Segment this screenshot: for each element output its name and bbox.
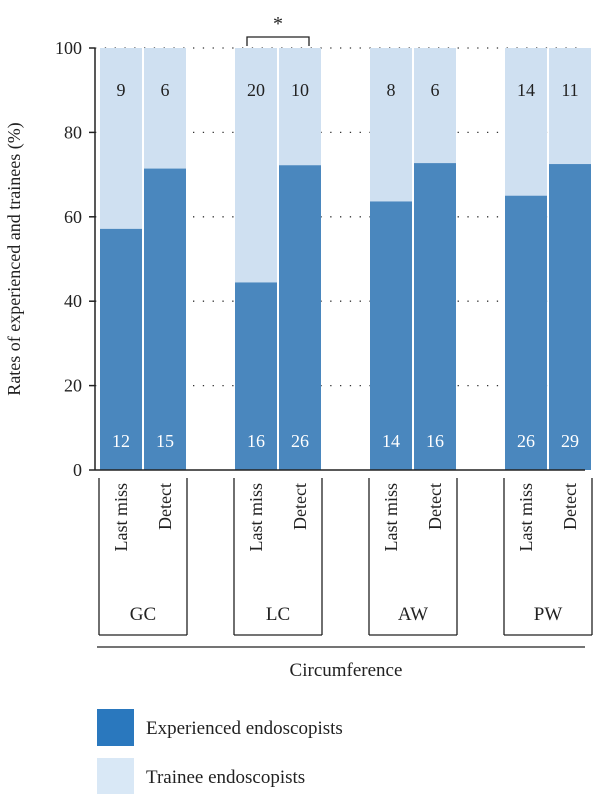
bar-segment-experienced [100,228,142,470]
group-label: PW [534,604,563,625]
count-label-trainee: 11 [561,80,578,100]
bar-segment-experienced [414,163,456,470]
category-label: Last miss [381,483,401,552]
count-label-experienced: 29 [561,431,579,451]
bar-segment-trainee [370,48,412,202]
y-tick-label: 40 [64,291,82,311]
count-label-trainee: 6 [431,80,440,100]
count-label-experienced: 26 [517,431,535,451]
count-label-experienced: 26 [291,431,309,451]
legend-label: Experienced endoscopists [146,718,343,739]
bar-segment-trainee [144,48,186,169]
bar-segment-experienced [505,195,547,470]
count-label-trainee: 20 [247,80,265,100]
bar-segment-trainee [100,48,142,229]
y-axis-label: Rates of experienced and trainees (%) [4,122,25,395]
count-label-trainee: 14 [517,80,535,100]
bar-segment-trainee [505,48,547,196]
category-labels: Last miss Detect GC Last miss Detect LC Last m… [98,478,593,636]
category-label: Detect [425,483,445,530]
bars: 9 12 6 15 20 16 10 26 8 14 6 16 14 26 11 29 [100,48,591,471]
y-tick-label: 20 [64,376,82,396]
group-label: GC [130,604,156,625]
legend-label: Trainee endoscopists [146,767,305,788]
category-label: Last miss [516,483,536,552]
count-label-trainee: 10 [291,80,309,100]
category-label: Detect [290,483,310,530]
significance-asterisk: * [273,13,283,35]
bar-segment-experienced [370,201,412,471]
bar-segment-experienced [235,282,277,470]
bar-segment-experienced [549,164,591,471]
bar-segment-trainee [279,48,321,166]
bar-segment-trainee [235,48,277,283]
legend-swatch [97,758,134,794]
group-label: LC [266,604,290,625]
y-tick-label: 80 [64,122,82,142]
count-label-experienced: 14 [382,431,400,451]
category-label: Last miss [246,483,266,552]
x-axis-label: Circumference [290,660,403,681]
y-ticks: 0 20 40 60 80 100 [55,38,95,480]
category-label: Last miss [111,483,131,552]
group-label: AW [398,604,428,625]
significance-markers: * [246,13,310,46]
bar-segment-experienced [144,168,186,471]
y-tick-label: 100 [55,38,82,58]
count-label-trainee: 6 [161,80,170,100]
count-label-trainee: 8 [387,80,396,100]
legend: Experienced endoscopists Trainee endoscop… [97,709,343,794]
count-label-experienced: 16 [247,431,265,451]
y-tick-label: 60 [64,207,82,227]
category-label: Detect [155,483,175,530]
axes: Rates of experienced and trainees (%) Ci… [4,48,585,681]
bar-segment-trainee [414,48,456,164]
bar-segment-experienced [279,165,321,470]
count-label-experienced: 15 [156,431,174,451]
count-label-trainee: 9 [117,80,126,100]
count-label-experienced: 16 [426,431,444,451]
bar-segment-trainee [549,48,591,165]
legend-swatch [97,709,134,746]
y-tick-label: 0 [73,460,82,480]
count-label-experienced: 12 [112,431,130,451]
category-label: Detect [560,483,580,530]
gridlines [95,47,585,387]
significance-bracket [246,36,310,46]
